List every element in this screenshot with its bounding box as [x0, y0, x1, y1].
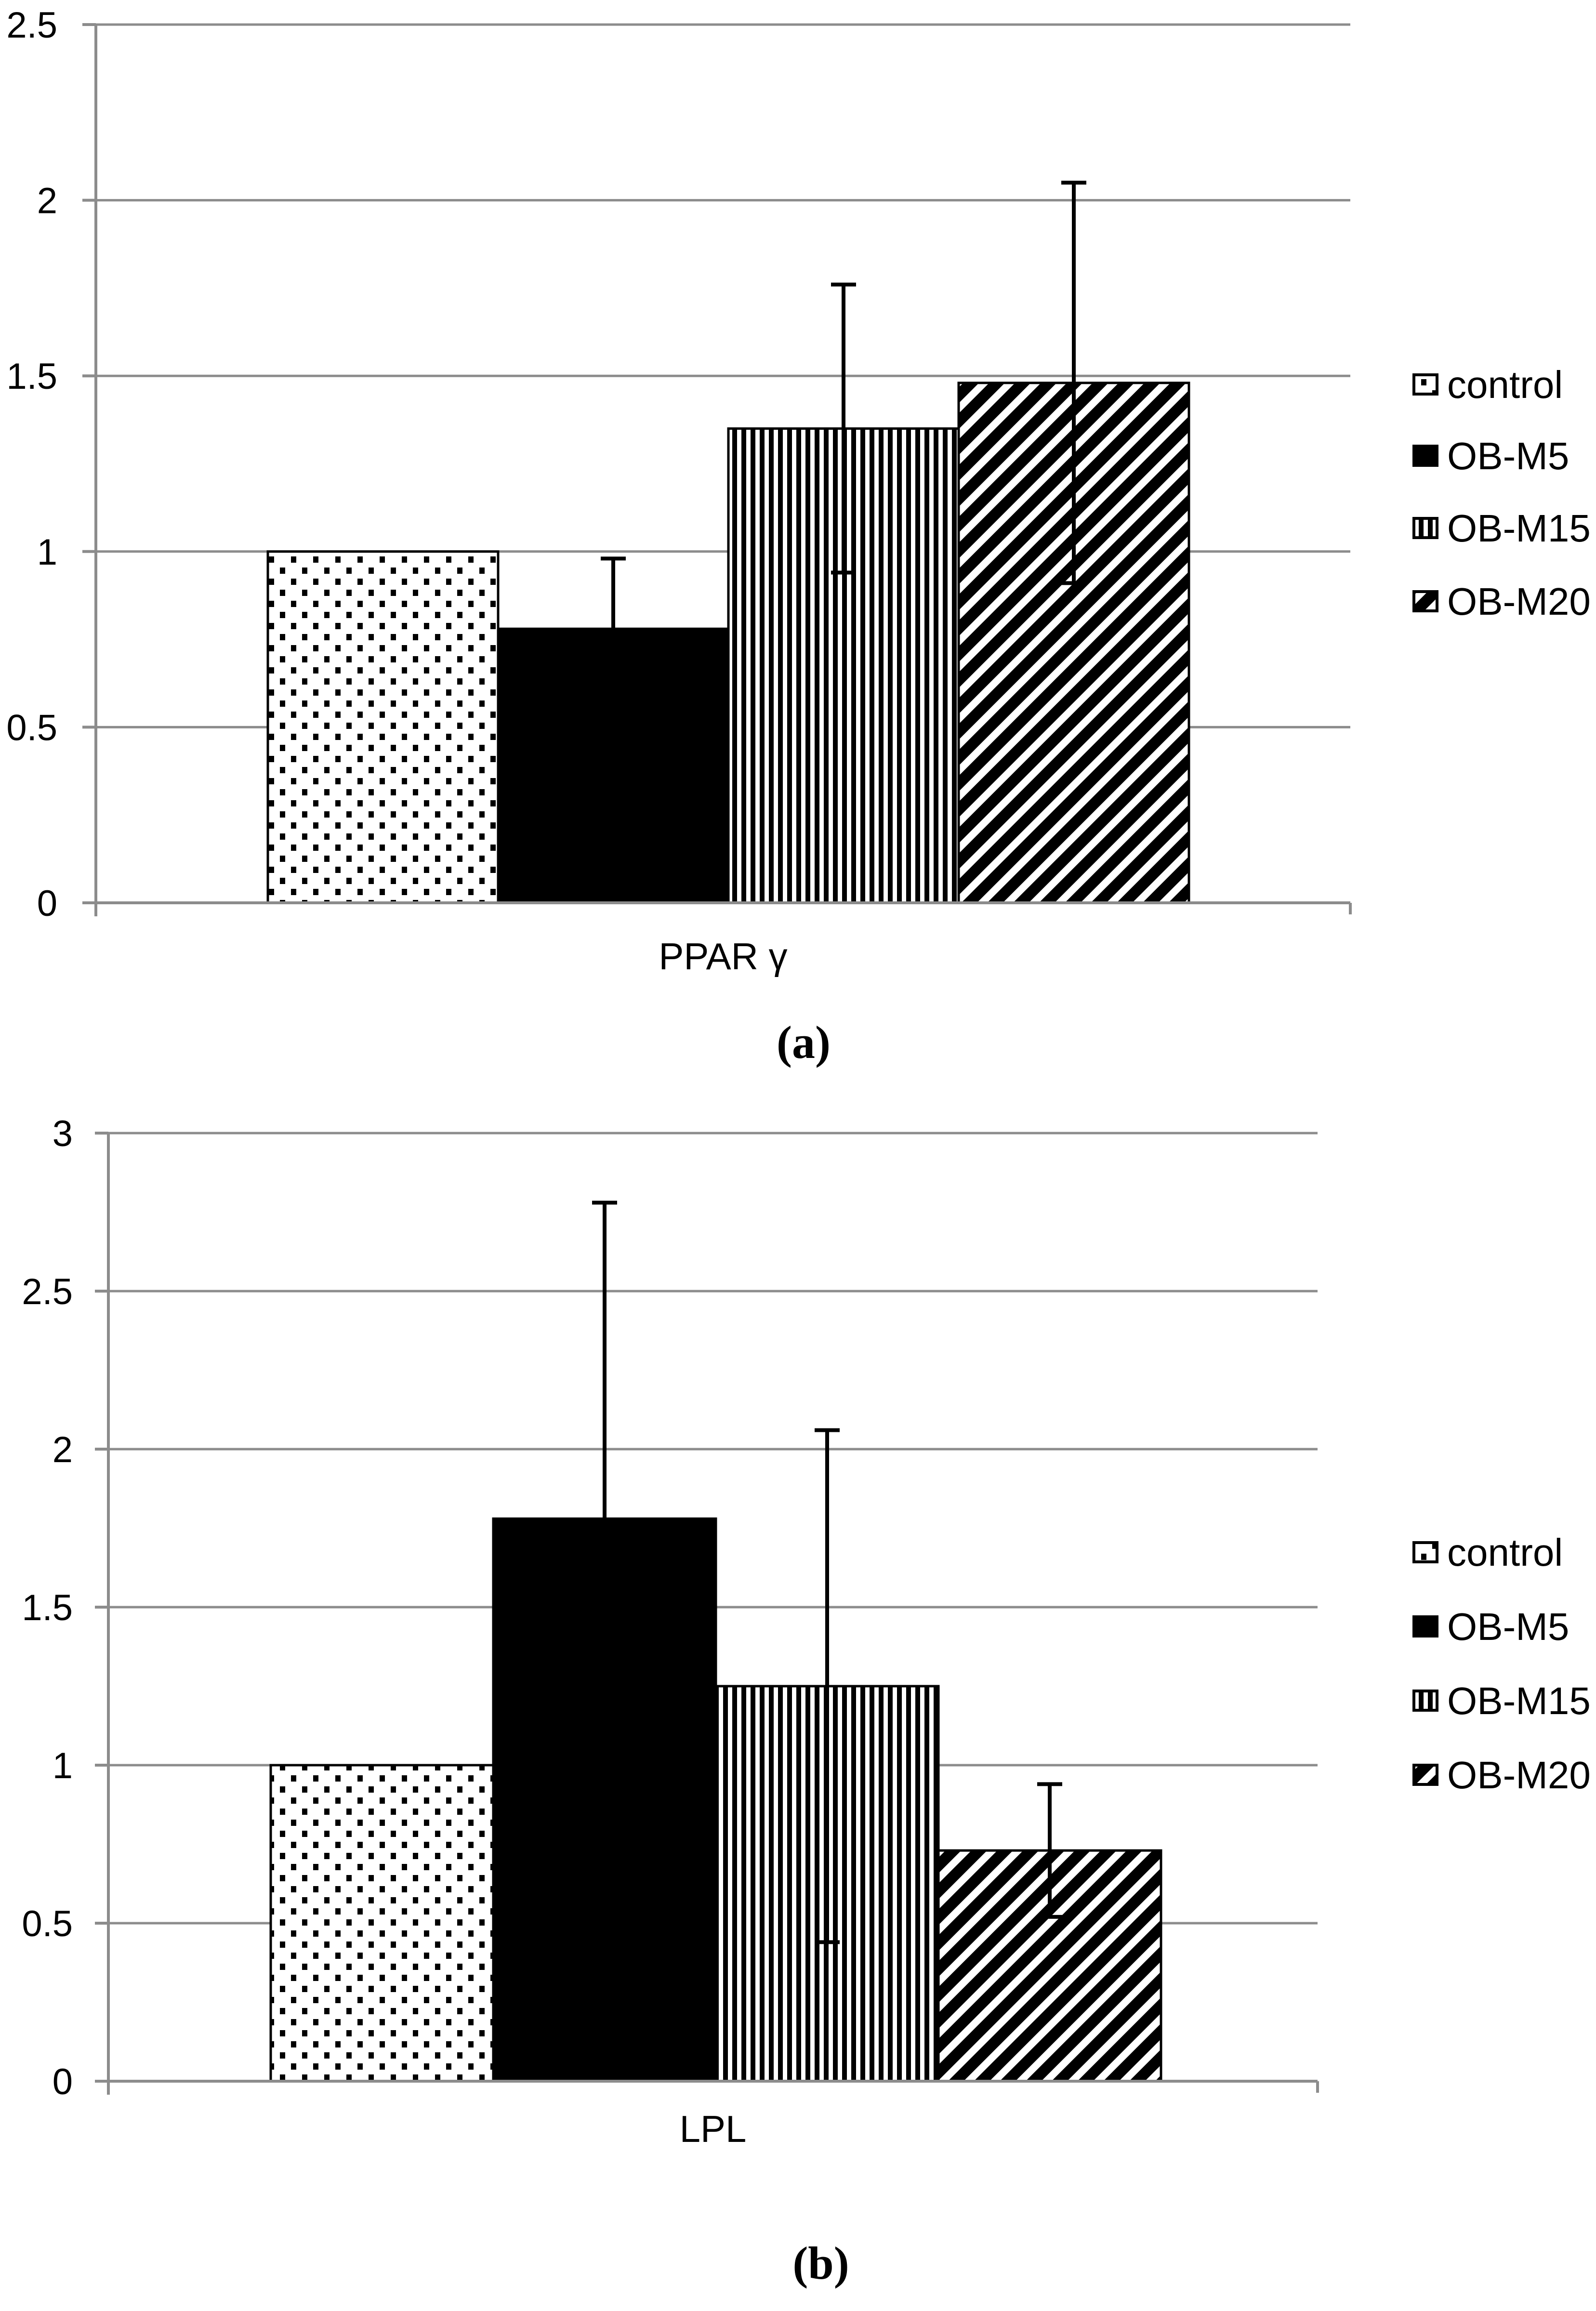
- panel-a-caption: (a): [777, 1017, 831, 1068]
- legend-item-ob-m15: OB-M15: [1412, 1679, 1591, 1722]
- panel-lpl: 0 0.5 1 1.5 2 2.5 3 LPL control OB-M5 OB-M15 OB-M20: [22, 1113, 1591, 2150]
- legend-item-ob-m15: OB-M15: [1412, 507, 1591, 550]
- legend-swatch-ob-m20: [1412, 590, 1438, 612]
- y-tick-label: 1.5: [22, 1587, 73, 1628]
- error-bar-lpl-ob-m15: [815, 1428, 840, 1944]
- y-tick-label: 1.5: [6, 356, 57, 397]
- legend-swatch-ob-m15: [1412, 517, 1438, 539]
- legend-label-ob-m5: OB-M5: [1447, 435, 1569, 477]
- legend-swatch-ob-m15: [1412, 1690, 1438, 1712]
- legend-item-ob-m5: OB-M5: [1412, 1605, 1569, 1648]
- legend-item-ob-m5: OB-M5: [1412, 435, 1569, 477]
- error-bar-lpl-ob-m20: [1037, 1782, 1062, 1919]
- legend-label-control: control: [1447, 1531, 1563, 1574]
- panel-ppar-gamma: 0 0.5 1 1.5 2 2.5 PPAR γ control OB-M5 OB-M15 OB-M…: [6, 5, 1591, 977]
- y-tick-label: 2: [53, 1429, 73, 1470]
- legend-swatch-ob-m5: [1412, 445, 1438, 467]
- legend-label-ob-m15: OB-M15: [1447, 1679, 1591, 1722]
- legend-label-ob-m20: OB-M20: [1447, 1754, 1591, 1796]
- y-tick-label: 2: [37, 181, 57, 222]
- legend-item-control: control: [1412, 363, 1563, 406]
- error-bar-ppar-gamma-ob-m15: [831, 282, 856, 575]
- bar-ppar-gamma-control: [266, 550, 500, 904]
- legend-item-control: control: [1412, 1531, 1563, 1574]
- x-axis-title: PPAR γ: [659, 935, 787, 977]
- legend-lpl: control OB-M5 OB-M15 OB-M20: [1412, 1531, 1591, 1796]
- y-tick-label: 0.5: [6, 707, 57, 748]
- bar-lpl-control: [269, 1764, 495, 2083]
- legend-label-ob-m5: OB-M5: [1447, 1605, 1569, 1648]
- panel-b-caption: (b): [792, 2237, 849, 2289]
- legend-item-ob-m20: OB-M20: [1412, 1754, 1591, 1796]
- error-bar-ppar-gamma-ob-m20: [1061, 181, 1086, 585]
- legend-swatch-ob-m5: [1412, 1615, 1438, 1638]
- legend-label-ob-m15: OB-M15: [1447, 507, 1591, 550]
- y-tick-label: 1: [37, 532, 57, 573]
- legend-ppar-gamma: control OB-M5 OB-M15 OB-M20: [1412, 363, 1591, 623]
- error-bar-ppar-gamma-ob-m5: [601, 556, 626, 701]
- legend-swatch-ob-m20: [1412, 1764, 1438, 1786]
- y-tick-label: 1: [53, 1745, 73, 1786]
- legend-swatch-control: [1412, 1541, 1438, 1563]
- y-tick-label: 2.5: [22, 1271, 73, 1312]
- y-tick-label: 2.5: [6, 5, 57, 46]
- y-tick-label: 0: [53, 2061, 73, 2102]
- error-bar-lpl-ob-m5: [592, 1201, 617, 1837]
- legend-swatch-control: [1412, 373, 1438, 396]
- legend-label-ob-m20: OB-M20: [1447, 580, 1591, 623]
- legend-item-ob-m20: OB-M20: [1412, 580, 1591, 623]
- y-tick-label: 0: [37, 883, 57, 924]
- x-axis-title: LPL: [680, 2108, 747, 2150]
- y-tick-label: 0.5: [22, 1903, 73, 1944]
- legend-label-control: control: [1447, 363, 1563, 406]
- y-tick-label: 3: [53, 1113, 73, 1154]
